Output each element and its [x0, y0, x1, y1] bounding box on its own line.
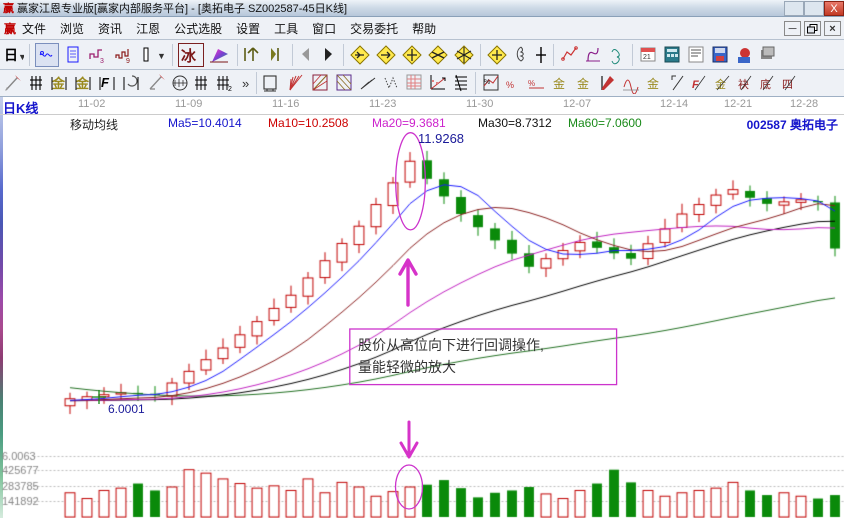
svg-text:▼: ▼ [157, 51, 166, 61]
svg-text:金: 金 [553, 76, 565, 91]
svg-text:金: 金 [577, 76, 589, 91]
svg-text:%: % [528, 79, 535, 88]
svg-text:2: 2 [228, 86, 232, 93]
svg-text:冰: 冰 [181, 47, 197, 65]
svg-text:F: F [101, 75, 110, 90]
svg-text:金: 金 [715, 77, 726, 91]
svg-text:金: 金 [75, 76, 90, 91]
svg-text:9: 9 [126, 58, 130, 65]
svg-text:%: % [484, 79, 490, 86]
svg-text:▼: ▼ [18, 52, 24, 62]
svg-text:3: 3 [100, 58, 104, 65]
svg-text:袂: 袂 [738, 77, 749, 91]
svg-text:金: 金 [51, 76, 66, 91]
svg-text:21: 21 [643, 54, 651, 61]
svg-text:日: 日 [4, 47, 18, 63]
svg-text:%: % [506, 80, 514, 90]
svg-text:底: 底 [760, 77, 771, 91]
svg-text:金: 金 [647, 76, 659, 91]
